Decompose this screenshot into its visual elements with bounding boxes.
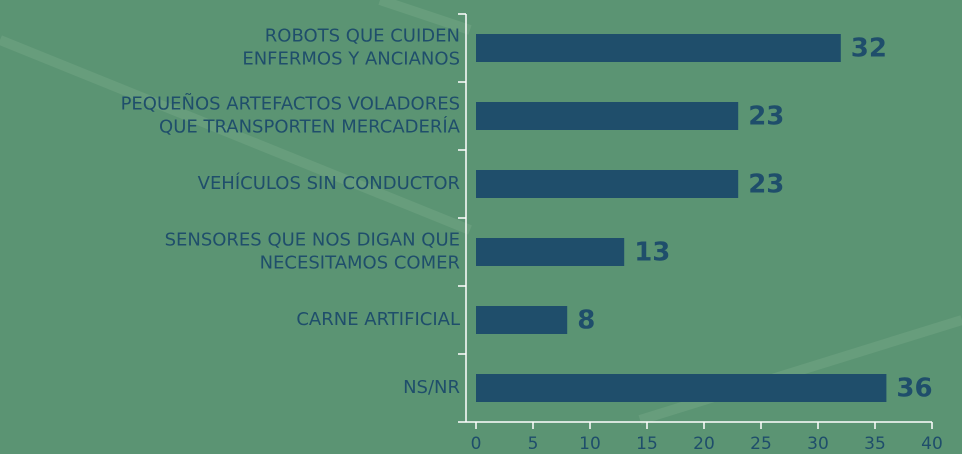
- x-tick-label: 5: [528, 434, 539, 454]
- decoration: [638, 315, 962, 425]
- category-label: ROBOTS QUE CUIDEN: [265, 26, 460, 47]
- x-tick-label: 10: [579, 434, 601, 454]
- bar: [476, 306, 568, 334]
- category-label: ENFERMOS Y ANCIANOS: [242, 49, 460, 70]
- value-label: 36: [896, 374, 932, 404]
- category-label: SENSORES QUE NOS DIGAN QUE: [165, 230, 460, 251]
- x-tick-label: 40: [921, 434, 943, 454]
- value-label: 23: [748, 170, 784, 200]
- category-label: QUE TRANSPORTEN MERCADERÍA: [159, 116, 461, 138]
- x-tick-label: 0: [471, 434, 482, 454]
- x-tick-label: 25: [750, 434, 772, 454]
- value-label: 8: [577, 306, 595, 336]
- x-tick-label: 35: [864, 434, 886, 454]
- decoration: [378, 0, 472, 35]
- bar: [476, 34, 841, 62]
- value-label: 23: [748, 102, 784, 132]
- x-tick-label: 15: [636, 434, 658, 454]
- bar: [476, 374, 887, 402]
- bar: [476, 238, 625, 266]
- value-label: 32: [851, 34, 887, 64]
- category-label: CARNE ARTIFICIAL: [296, 309, 460, 330]
- bar: [476, 102, 739, 130]
- bar: [476, 170, 739, 198]
- decoration: [0, 35, 472, 235]
- x-tick-label: 20: [693, 434, 715, 454]
- category-label: NECESITAMOS COMER: [260, 253, 460, 274]
- category-label: NS/NR: [403, 377, 460, 398]
- category-label: PEQUEÑOS ARTEFACTOS VOLADORES: [121, 93, 460, 115]
- category-label: VEHÍCULOS SIN CONDUCTOR: [198, 172, 460, 194]
- value-label: 13: [634, 238, 670, 268]
- x-tick-label: 30: [807, 434, 829, 454]
